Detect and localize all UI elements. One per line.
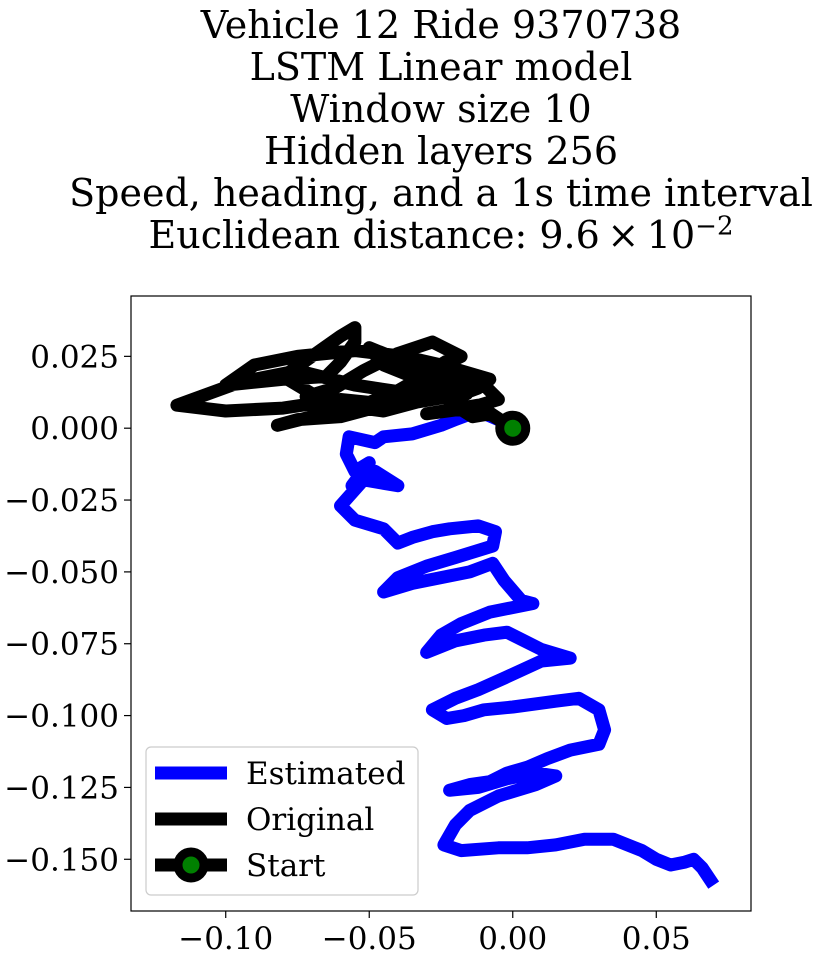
x-tick-label: 0.00 [478, 921, 547, 957]
title-line-4: Hidden layers 256 [263, 129, 619, 173]
title-line-6: Euclidean distance: 9.6 × 10−2 [0, 211, 814, 257]
title-line-5: Speed, heading, and a 1s time interval [69, 171, 813, 215]
marker-layer [495, 410, 531, 446]
distance-text: Euclidean distance: 9.6 × 10 [148, 213, 696, 257]
x-tick-label: −0.10 [178, 921, 273, 957]
x-tick-label: 0.05 [622, 921, 691, 957]
chart-title: Vehicle 12 Ride 9370738 LSTM Linear mode… [0, 4, 814, 256]
title-line-2: LSTM Linear model [249, 45, 633, 89]
title-line-1: Vehicle 12 Ride 9370738 [200, 3, 682, 47]
y-tick-label: −0.150 [4, 842, 119, 878]
series-layer [170, 321, 720, 889]
start-marker [495, 410, 531, 446]
y-tick-label: −0.050 [4, 555, 119, 591]
title-line-3: Window size 10 [290, 87, 592, 131]
legend-label-start: Start [246, 848, 326, 884]
distance-exponent: −2 [695, 211, 734, 242]
y-tick-label: −0.075 [4, 627, 119, 663]
series-line-estimated [334, 404, 720, 889]
y-tick-label: −0.100 [4, 699, 119, 735]
y-tick-label: 0.025 [30, 339, 119, 375]
legend-box [145, 746, 419, 896]
y-tick-label: −0.125 [4, 770, 119, 806]
legend-swatch-start-marker [173, 847, 209, 883]
y-tick-label: 0.000 [30, 411, 119, 447]
y-tick-label: −0.025 [4, 483, 119, 519]
y-axis: 0.025 0.000 −0.025 −0.050 −0.075 −0.100 −0.125… [4, 339, 131, 878]
legend: Estimated Original Start [145, 746, 419, 896]
legend-label-estimated: Estimated [246, 756, 405, 792]
x-tick-label: −0.05 [322, 921, 417, 957]
plot-frame [130, 295, 752, 912]
x-axis: −0.10 −0.05 0.00 0.05 [178, 911, 691, 957]
series-line-original [170, 321, 517, 434]
legend-label-original: Original [246, 802, 374, 838]
